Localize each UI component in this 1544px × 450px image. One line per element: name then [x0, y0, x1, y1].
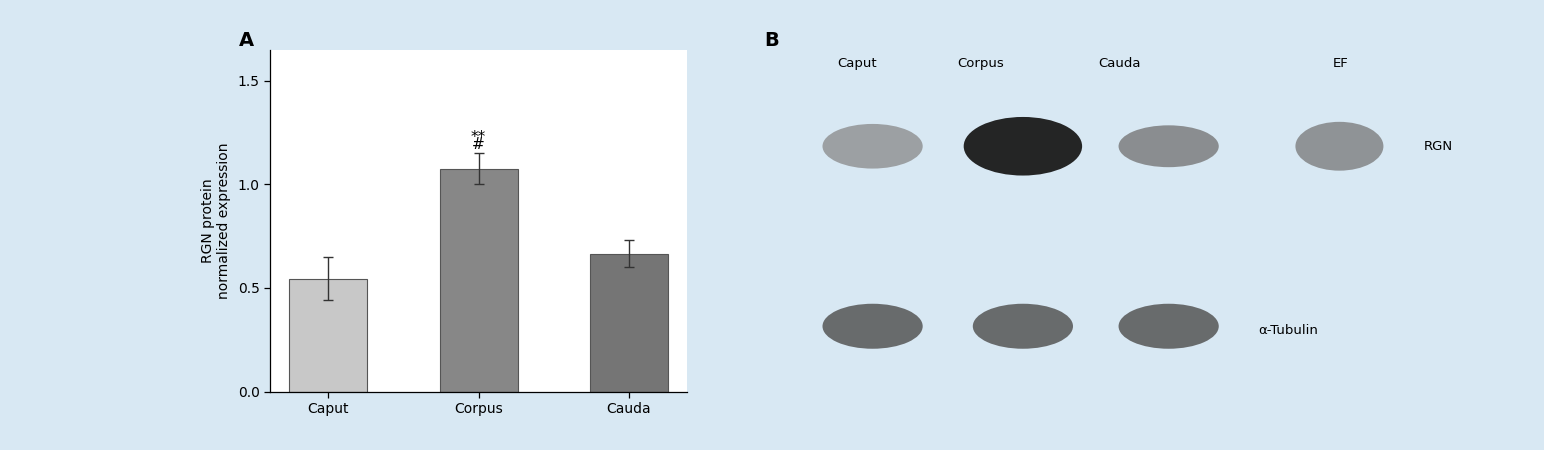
Text: RGN: RGN: [1424, 140, 1453, 153]
Text: α-Tubulin: α-Tubulin: [1258, 324, 1319, 337]
Text: **: **: [471, 130, 486, 145]
Bar: [590, 254, 669, 392]
Y-axis label: RGN protein
normalized expression: RGN protein normalized expression: [201, 142, 232, 299]
Text: A: A: [239, 32, 255, 50]
Ellipse shape: [1295, 122, 1383, 171]
Ellipse shape: [963, 117, 1082, 176]
Ellipse shape: [1118, 125, 1218, 167]
Text: Caput: Caput: [837, 57, 877, 70]
Ellipse shape: [973, 304, 1073, 349]
Text: Cauda: Cauda: [1098, 57, 1141, 70]
Bar: [289, 279, 367, 392]
Bar: [440, 169, 517, 392]
Text: B: B: [764, 32, 780, 50]
Ellipse shape: [823, 304, 923, 349]
Ellipse shape: [1118, 304, 1218, 349]
Text: Corpus: Corpus: [957, 57, 1004, 70]
Text: EF: EF: [1332, 57, 1348, 70]
Text: #: #: [472, 137, 485, 152]
Ellipse shape: [823, 124, 923, 169]
